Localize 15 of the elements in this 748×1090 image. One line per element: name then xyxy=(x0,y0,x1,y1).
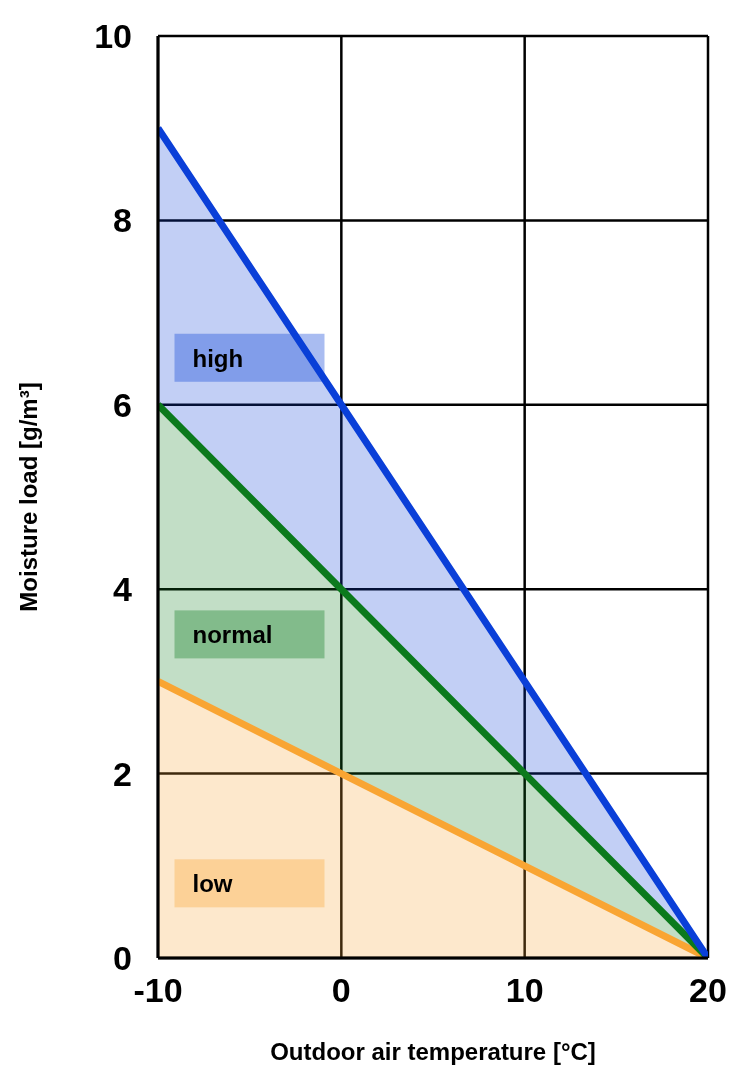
series-label: normal xyxy=(192,621,273,649)
x-tick-label: 20 xyxy=(689,971,727,1010)
y-tick-label: 10 xyxy=(94,17,132,56)
x-tick-label: -10 xyxy=(133,971,183,1010)
y-tick-label: 2 xyxy=(113,754,132,793)
series-label: high xyxy=(192,344,244,372)
y-axis-title: Moisture load [g/m³] xyxy=(14,382,42,612)
x-tick-label: 0 xyxy=(331,971,351,1010)
x-tick-label: 10 xyxy=(505,971,544,1010)
x-axis-title: Outdoor air temperature [°C] xyxy=(270,1038,596,1065)
y-tick-label: 4 xyxy=(113,570,133,609)
series-label: low xyxy=(192,870,233,898)
y-tick-label: 8 xyxy=(113,201,132,240)
y-tick-label: 0 xyxy=(113,939,132,978)
y-tick-label: 6 xyxy=(113,385,132,424)
